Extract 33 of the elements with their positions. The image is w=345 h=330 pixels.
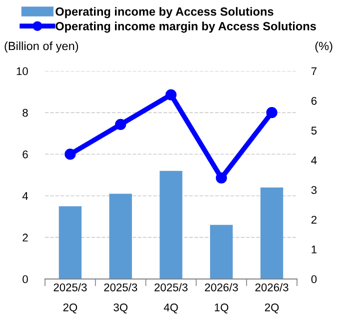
legend-label: Operating income margin by Access Solutions (56, 22, 316, 33)
y2-tick-label: 6 (311, 96, 317, 105)
point (266, 107, 278, 118)
y-axis-title: (Billion of yen) (4, 42, 78, 52)
y2-tick-label: 2 (311, 216, 317, 224)
bar (58, 206, 82, 279)
y-tick-label: 6 (22, 150, 28, 158)
point (165, 89, 177, 100)
bar (210, 224, 233, 279)
y2-tick-label: 1 (312, 246, 317, 254)
y-tick-label: 8 (22, 108, 28, 117)
y-tick-label: 0 (22, 275, 28, 284)
x-tick-label: 2026/3 1Q (204, 283, 238, 314)
y2-tick-label: 4 (311, 156, 317, 164)
y2-tick-label: 7 (311, 67, 317, 76)
y2-tick-label: 5 (311, 126, 317, 135)
y-tick-label: 4 (22, 192, 28, 200)
y-tick-label: 2 (22, 234, 28, 242)
x-tick-label: 2025/3 4Q (154, 283, 188, 314)
legend-label: Operating income by Access Solutions (56, 7, 274, 18)
bar (109, 194, 132, 279)
point (216, 172, 227, 184)
x-tick-label: 2025/3 3Q (104, 283, 138, 314)
point (115, 118, 126, 130)
x-tick-label: 2025/3 2Q (54, 283, 87, 314)
x-tick-label: 2026/3 2Q (255, 283, 288, 314)
bar (260, 187, 284, 279)
y2-tick-label: 0 (311, 275, 317, 284)
y2-axis-title: (%) (315, 42, 332, 52)
y-tick-label: 10 (16, 67, 28, 76)
point (64, 148, 76, 160)
bar (160, 170, 182, 279)
y2-tick-label: 3 (311, 186, 317, 194)
